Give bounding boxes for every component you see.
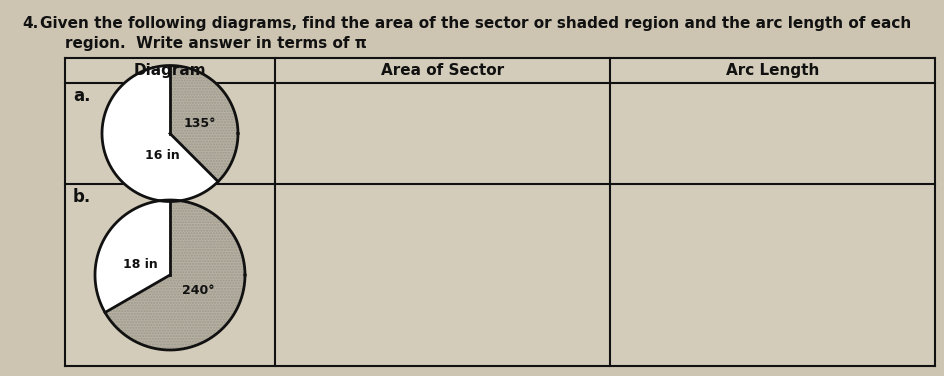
Text: Diagram: Diagram xyxy=(133,63,206,78)
Text: b.: b. xyxy=(73,188,92,206)
Polygon shape xyxy=(170,65,238,182)
Text: Given the following diagrams, find the area of the sector or shaded region and t: Given the following diagrams, find the a… xyxy=(40,16,910,31)
Polygon shape xyxy=(105,200,244,350)
Polygon shape xyxy=(95,200,244,350)
Bar xyxy=(65,58,934,366)
Text: 16 in: 16 in xyxy=(144,149,179,162)
Text: 4.: 4. xyxy=(22,16,38,31)
Text: Area of Sector: Area of Sector xyxy=(380,63,503,78)
Text: region.  Write answer in terms of π: region. Write answer in terms of π xyxy=(65,36,366,51)
Text: 135°: 135° xyxy=(183,117,216,130)
Text: 18 in: 18 in xyxy=(123,259,158,271)
Text: Arc Length: Arc Length xyxy=(725,63,818,78)
Text: a.: a. xyxy=(73,87,91,105)
Text: 240°: 240° xyxy=(181,284,214,297)
Polygon shape xyxy=(102,65,238,202)
